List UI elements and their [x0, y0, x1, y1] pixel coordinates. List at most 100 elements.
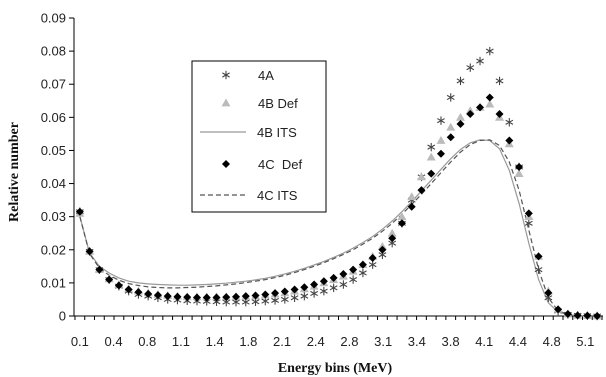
data-point-4c-def — [446, 133, 455, 142]
data-point-4c-def — [339, 269, 348, 278]
y-tick-label: 0.02 — [41, 242, 66, 257]
data-point-4c-def — [251, 291, 260, 300]
x-tick-label: 2.8 — [340, 334, 358, 349]
y-tick-label: 0.07 — [41, 77, 66, 92]
data-point-4b-def — [416, 172, 426, 181]
x-tick-label: 3.1 — [374, 334, 392, 349]
x-tick-label: 4.8 — [543, 334, 561, 349]
data-point-4c-def — [485, 93, 494, 102]
data-point-4a — [456, 76, 465, 86]
series-line-4b-its — [79, 139, 598, 317]
data-point-4c-def — [144, 289, 153, 298]
legend-label-4b-its: 4B ITS — [257, 125, 297, 140]
data-point-4c-def — [427, 169, 436, 178]
data-point-4a — [485, 46, 494, 56]
data-point-4c-def — [153, 291, 162, 300]
x-tick-label: 5.1 — [576, 334, 594, 349]
data-point-4c-def — [524, 209, 533, 218]
data-point-4a — [427, 142, 436, 152]
data-point-4b-def — [456, 112, 466, 121]
data-point-4a — [300, 291, 309, 301]
y-axis-ticks: 0 0.01 0.02 0.03 0.04 0.05 0.06 0.07 0.08 0.09 — [41, 11, 74, 324]
data-point-4c-def — [290, 285, 299, 294]
data-point-4c-def — [300, 283, 309, 292]
axes — [73, 18, 603, 317]
data-point-4c-def — [593, 312, 602, 320]
data-point-4c-def — [534, 252, 543, 261]
data-point-4c-def — [183, 293, 192, 302]
data-point-4c-def — [271, 289, 280, 298]
data-point-4c-def — [261, 290, 270, 299]
data-point-4c-def — [349, 265, 358, 274]
data-point-4c-def — [95, 265, 104, 274]
data-point-4c-def — [173, 292, 182, 301]
y-tick-label: 0.09 — [41, 11, 66, 26]
y-tick-label: 0.03 — [41, 209, 66, 224]
data-point-4c-def — [573, 311, 582, 320]
data-point-4b-def — [514, 169, 524, 177]
data-point-4c-def — [319, 277, 328, 286]
data-point-4c-def — [476, 103, 485, 112]
x-tick-label: 2.1 — [273, 334, 291, 349]
data-point-4a — [437, 116, 445, 125]
data-point-4c-def — [554, 305, 563, 314]
y-tick-label: 0.04 — [41, 176, 66, 191]
data-point-4c-def — [280, 287, 289, 296]
x-tick-label: 3.4 — [408, 334, 426, 349]
y-axis-title: Relative number — [7, 122, 22, 222]
data-point-4a — [495, 76, 504, 86]
legend: 4A 4B Def 4B ITS 4C Def 4C ITS — [191, 60, 327, 213]
x-tick-label: 3.8 — [442, 334, 460, 349]
data-point-4c-def — [397, 219, 406, 228]
legend-swatch-4c-def — [222, 160, 230, 168]
data-point-4a — [271, 296, 279, 305]
data-point-4c-def — [222, 293, 231, 302]
data-point-4c-def — [388, 234, 397, 243]
data-point-4c-def — [85, 247, 94, 256]
x-tick-label: 4.1 — [475, 334, 493, 349]
data-point-4c-def — [544, 288, 553, 297]
legend-box — [191, 60, 327, 213]
data-point-4c-def — [583, 311, 592, 320]
data-point-4a — [524, 219, 533, 228]
data-point-4b-def — [397, 212, 407, 221]
data-point-4a — [280, 295, 289, 304]
y-tick-label: 0.08 — [41, 44, 66, 59]
x-tick-label: 0.4 — [105, 334, 123, 349]
data-point-4c-def — [124, 285, 133, 294]
data-point-4c-def — [192, 293, 201, 302]
data-point-4c-def — [495, 110, 504, 119]
data-point-4b-def — [387, 228, 397, 237]
data-point-4a — [476, 56, 484, 66]
data-point-4c-def — [515, 163, 524, 171]
data-point-4a — [310, 289, 319, 298]
data-point-4a — [339, 280, 348, 289]
data-point-4c-def — [114, 281, 123, 290]
data-point-4a — [534, 265, 543, 274]
data-point-4a — [358, 268, 367, 278]
data-point-4c-def — [212, 293, 221, 302]
data-point-4c-def — [310, 280, 319, 289]
legend-label-4a: 4A — [258, 68, 274, 83]
y-tick-label: 0.06 — [41, 110, 66, 125]
data-point-4a — [329, 283, 338, 293]
data-point-4a — [446, 93, 455, 102]
data-point-4c-def — [378, 245, 387, 254]
legend-label-4b-def: 4B Def — [258, 96, 298, 111]
data-point-4a — [505, 118, 514, 127]
data-point-4b-def — [446, 122, 456, 131]
data-point-4c-def — [358, 260, 367, 269]
x-tick-label: 1.4 — [206, 334, 224, 349]
data-point-4c-def — [232, 292, 241, 301]
data-point-4c-def — [563, 310, 572, 319]
data-point-4b-def — [407, 192, 417, 201]
data-point-4c-def — [456, 119, 465, 128]
legend-swatch-4b-def — [221, 98, 231, 107]
legend-label-4c-def: 4C Def — [258, 157, 302, 172]
data-point-4a — [319, 286, 328, 296]
data-point-4c-def — [241, 292, 250, 301]
x-tick-label: 1.8 — [239, 334, 257, 349]
data-point-4c-def — [466, 110, 475, 119]
x-tick-label: 4.4 — [509, 334, 527, 349]
